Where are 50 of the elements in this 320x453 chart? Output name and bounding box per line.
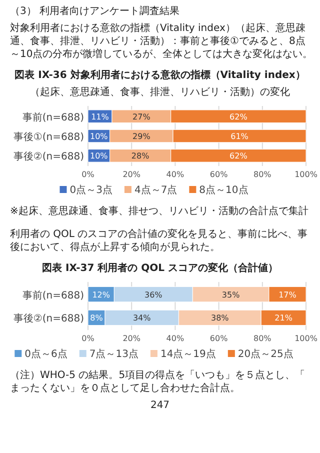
data-label: 27% bbox=[132, 112, 151, 122]
data-label: 8% bbox=[90, 314, 104, 323]
x-tick-label: 40% bbox=[166, 334, 184, 343]
text: 247 bbox=[150, 400, 170, 411]
data-label: 34% bbox=[132, 314, 152, 323]
legend-label: 0点～6点 bbox=[24, 348, 68, 360]
y-tick-label: 事後②(n=688) bbox=[13, 312, 84, 325]
data-label: 29% bbox=[132, 132, 151, 141]
legend-label: 0点～3点 bbox=[70, 184, 112, 196]
x-tick-label: 40% bbox=[166, 170, 184, 179]
data-label: 10% bbox=[90, 132, 108, 141]
data-label: 28% bbox=[131, 152, 150, 161]
y-tick-label: 事前(n=688) bbox=[22, 111, 84, 124]
data-label: 61% bbox=[230, 132, 249, 141]
x-tick-label: 80% bbox=[254, 334, 272, 343]
data-label: 21% bbox=[274, 314, 293, 323]
x-tick-label: 80% bbox=[254, 170, 272, 179]
data-label: 10% bbox=[90, 152, 108, 161]
legend-label: 14点～19点 bbox=[160, 348, 216, 360]
data-label: 35% bbox=[222, 290, 240, 300]
x-tick-label: 60% bbox=[210, 170, 228, 179]
data-label: 12% bbox=[92, 290, 110, 300]
y-tick-label: 事前(n=688) bbox=[22, 289, 84, 302]
x-tick-label: 20% bbox=[122, 334, 141, 343]
chart-title: 図表 IX-36 対象利用者における意欲の指標（Vitality index） bbox=[14, 69, 306, 81]
chart-subtitle: （起床、意思疎通、食事、排泄、リハビリ・活動）の変化 bbox=[30, 86, 290, 98]
data-label: 11% bbox=[91, 112, 110, 122]
legend-label: 7点～13点 bbox=[89, 348, 138, 360]
chart-title: 図表 IX-37 利用者の QOL スコアの変化（合計値） bbox=[42, 262, 278, 274]
x-tick-label: 100% bbox=[294, 334, 318, 343]
text: （注）WHO-5 の結果。5項目の得点を「いつも」を５点とし、「まったくない」を０点として足し合わせた合計点。 bbox=[10, 369, 306, 394]
data-label: 36% bbox=[144, 290, 163, 300]
legend-label: 4点～7点 bbox=[134, 184, 178, 196]
legend-label: 8点～10点 bbox=[199, 184, 248, 196]
x-tick-label: 0% bbox=[82, 170, 95, 179]
legend-label: 20点～25点 bbox=[238, 348, 294, 360]
data-label: 62% bbox=[230, 112, 248, 122]
x-tick-label: 20% bbox=[122, 170, 141, 179]
x-tick-label: 0% bbox=[82, 334, 95, 343]
text: （3） 利用者向けアンケート調査結果 bbox=[10, 5, 180, 17]
data-label: 62% bbox=[230, 152, 248, 161]
y-tick-label: 事後②(n=688) bbox=[13, 150, 84, 163]
text: ※起床、意思疎通、食事、排せつ、リハビリ・活動の合計点で集計 bbox=[10, 205, 308, 217]
x-tick-label: 60% bbox=[210, 334, 228, 343]
x-tick-label: 100% bbox=[294, 170, 318, 179]
y-tick-label: 事後①(n=688) bbox=[13, 131, 84, 143]
data-label: 38% bbox=[211, 314, 230, 323]
data-label: 17% bbox=[278, 290, 297, 300]
text: 対象利用者における意欲の指標（Vitality index）（起床、意思疎通、食事、排泄、リハビリ・活動）：事前と事後①でみると、8点～10点の分布が微増しているが、全体としては大きな変化はない。 bbox=[10, 22, 313, 60]
text: 利用者の QOL のスコアの合計値の変化を見ると、事前に比べ、事後において、得点が上昇する傾向が見られた。 bbox=[10, 228, 308, 253]
